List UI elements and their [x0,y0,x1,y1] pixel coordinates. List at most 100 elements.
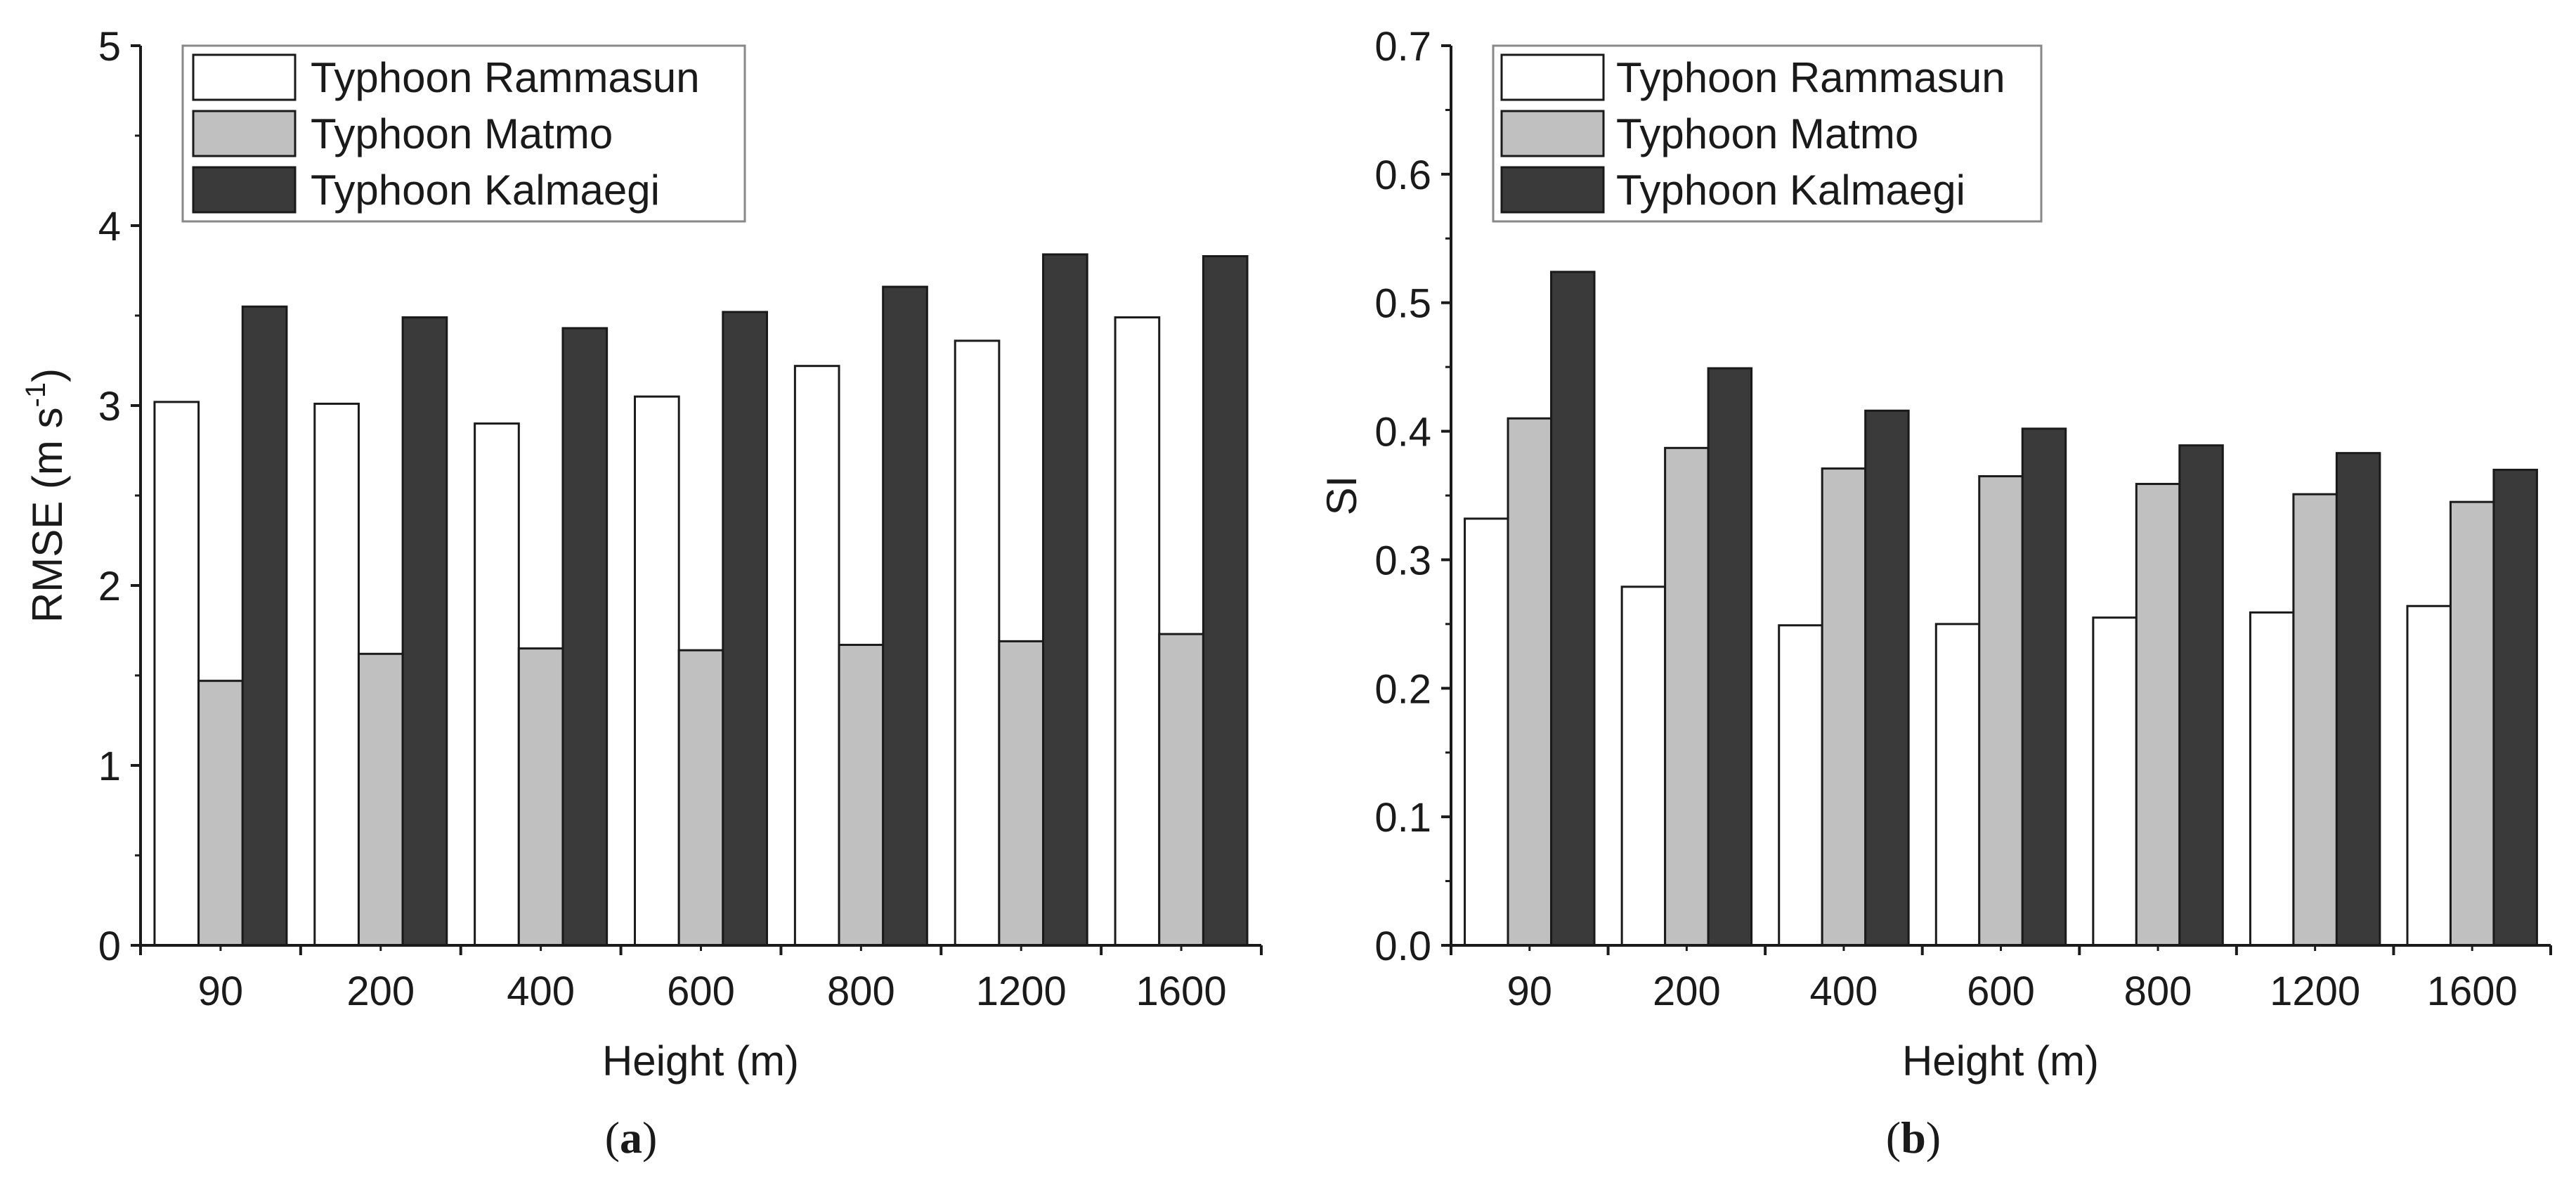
x-tick-label-600-b: 600 [1967,969,2035,1014]
x-tick-label-800-b: 800 [2124,969,2192,1014]
bar-rammasun-1200-a [954,339,1001,947]
bar-rammasun-200-b [1620,585,1667,947]
bar-rammasun-600-b [1934,623,1981,947]
x-tick-label-800-a: 800 [827,969,895,1014]
y-tick-label-a: 0 [98,924,121,969]
bar-rammasun-400-b [1778,624,1823,947]
y-tick-label-b: 0.6 [1374,153,1431,198]
bar-matmo-1200-b [2292,493,2338,947]
bar-matmo-200-b [1664,446,1710,947]
bar-matmo-200-a [357,652,404,947]
bar-kalmaegi-600-a [722,311,768,947]
bar-matmo-400-b [1821,467,1867,947]
bar-kalmaegi-400-b [1864,409,1910,947]
legend-swatch-matmo-a [192,110,297,157]
bar-kalmaegi-90-a [241,305,288,947]
bar-rammasun-90-b [1464,517,1509,947]
x-tick-label-90-b: 90 [1507,969,1553,1014]
legend-swatch-rammasun-a [192,53,297,101]
bar-rammasun-400-a [474,422,520,947]
bar-kalmaegi-200-b [1707,367,1753,947]
y-tick-label-b: 0.4 [1374,410,1431,455]
bar-matmo-90-a [197,680,244,947]
legend-a: Typhoon Rammasun Typhoon Matmo Typhoon K… [181,44,746,223]
bar-kalmaegi-400-a [561,327,609,947]
y-axis-label-b: SI [1318,476,1365,516]
bar-matmo-800-a [838,643,885,947]
bar-matmo-1200-a [998,640,1045,947]
bar-group-b [1464,271,2538,947]
x-tick-label-1200-b: 1200 [2270,969,2360,1014]
bar-kalmaegi-600-b [2021,427,2067,947]
x-axis-label-b: Height (m) [1902,1037,2099,1084]
y-axis-label-sup-a: -1 [20,382,51,408]
bar-matmo-400-a [517,647,564,947]
x-tick-label-1200-a: 1200 [976,969,1067,1014]
caption-a: (a) [605,1113,658,1163]
bar-kalmaegi-200-a [401,316,448,947]
x-tick-label-200-b: 200 [1653,969,1721,1014]
y-tick-label-b: 0.1 [1374,795,1431,841]
legend-label-rammasun-a: Typhoon Rammasun [311,54,700,101]
y-axis-label-close-a: ) [24,368,71,382]
x-tick-label-200-a: 200 [346,969,415,1014]
caption-b: (b) [1886,1113,1941,1163]
bar-rammasun-90-a [153,401,200,947]
y-tick-label-a: 1 [98,744,121,789]
y-tick-label-b: 0.5 [1374,281,1431,327]
bar-kalmaegi-1200-a [1042,253,1088,947]
x-tick-label-1600-a: 1600 [1136,969,1227,1014]
bar-matmo-600-a [677,649,724,947]
bar-matmo-600-b [1978,475,2024,947]
y-tick-label-b: 0.0 [1374,924,1431,969]
y-ticks-a: 0 1 2 3 4 5 [98,24,141,969]
bar-rammasun-600-a [634,395,680,947]
bar-kalmaegi-800-a [882,285,928,947]
bar-rammasun-200-a [313,402,360,947]
y-tick-label-a: 3 [98,384,121,429]
y-tick-label-a: 4 [98,204,121,250]
bar-kalmaegi-800-b [2178,444,2224,947]
legend-swatch-rammasun-b [1500,53,1605,101]
caption-letter-a: a [620,1113,642,1163]
bar-rammasun-800-a [793,365,840,947]
y-tick-label-b: 0.3 [1374,538,1431,583]
y-tick-label-a: 5 [98,24,121,70]
caption-letter-b: b [1901,1113,1926,1163]
bar-matmo-1600-a [1158,633,1204,947]
x-tick-label-400-b: 400 [1810,969,1878,1014]
bar-kalmaegi-90-b [1550,271,1596,947]
x-tick-label-400-a: 400 [507,969,575,1014]
legend-label-matmo-a: Typhoon Matmo [311,110,613,157]
legend-swatch-matmo-b [1500,110,1605,157]
legend-label-kalmaegi-a: Typhoon Kalmaegi [311,167,660,214]
x-tick-label-600-a: 600 [667,969,735,1014]
bar-rammasun-1200-b [2249,611,2295,947]
bar-matmo-90-b [1507,417,1553,947]
x-ticks-a: 90 200 400 600 800 1200 1600 [139,945,1263,1014]
y-tick-label-b: 0.7 [1374,24,1431,70]
legend-swatch-kalmaegi-b [1500,166,1605,214]
bar-rammasun-800-b [2092,616,2138,947]
y-tick-label-b: 0.2 [1374,666,1431,712]
x-tick-label-1600-b: 1600 [2427,969,2518,1014]
y-ticks-b: 0.0 0.1 0.2 0.3 0.4 0.5 0.6 0.7 [1374,24,1451,969]
legend-label-matmo-b: Typhoon Matmo [1616,110,1918,157]
y-axis-label-a: RMSE (m s-1) [20,368,71,623]
bar-matmo-1600-b [2449,500,2495,947]
y-axis-label-main-b: SI [1318,476,1365,516]
chart-panel-b: 0.0 0.1 0.2 0.3 0.4 0.5 0.6 0.7 90 200 400 600 800 1… [1318,24,2552,1163]
bar-kalmaegi-1600-b [2492,468,2538,947]
y-tick-label-a: 2 [98,564,121,609]
y-axis-label-main-a: RMSE (m s [24,407,71,623]
bar-group-a [153,253,1249,947]
bar-kalmaegi-1600-a [1202,255,1249,947]
bar-rammasun-1600-a [1114,316,1161,947]
x-tick-label-90-a: 90 [198,969,244,1014]
chart-panel-a: 0 1 2 3 4 5 90 200 400 600 800 1200 1600 RMSE (m s-… [20,24,1263,1163]
legend-label-kalmaegi-b: Typhoon Kalmaegi [1616,167,1965,214]
legend-b: Typhoon Rammasun Typhoon Matmo Typhoon K… [1492,44,2043,223]
legend-swatch-kalmaegi-a [192,166,297,214]
x-ticks-b: 90 200 400 600 800 1200 1600 [1450,945,2552,1014]
